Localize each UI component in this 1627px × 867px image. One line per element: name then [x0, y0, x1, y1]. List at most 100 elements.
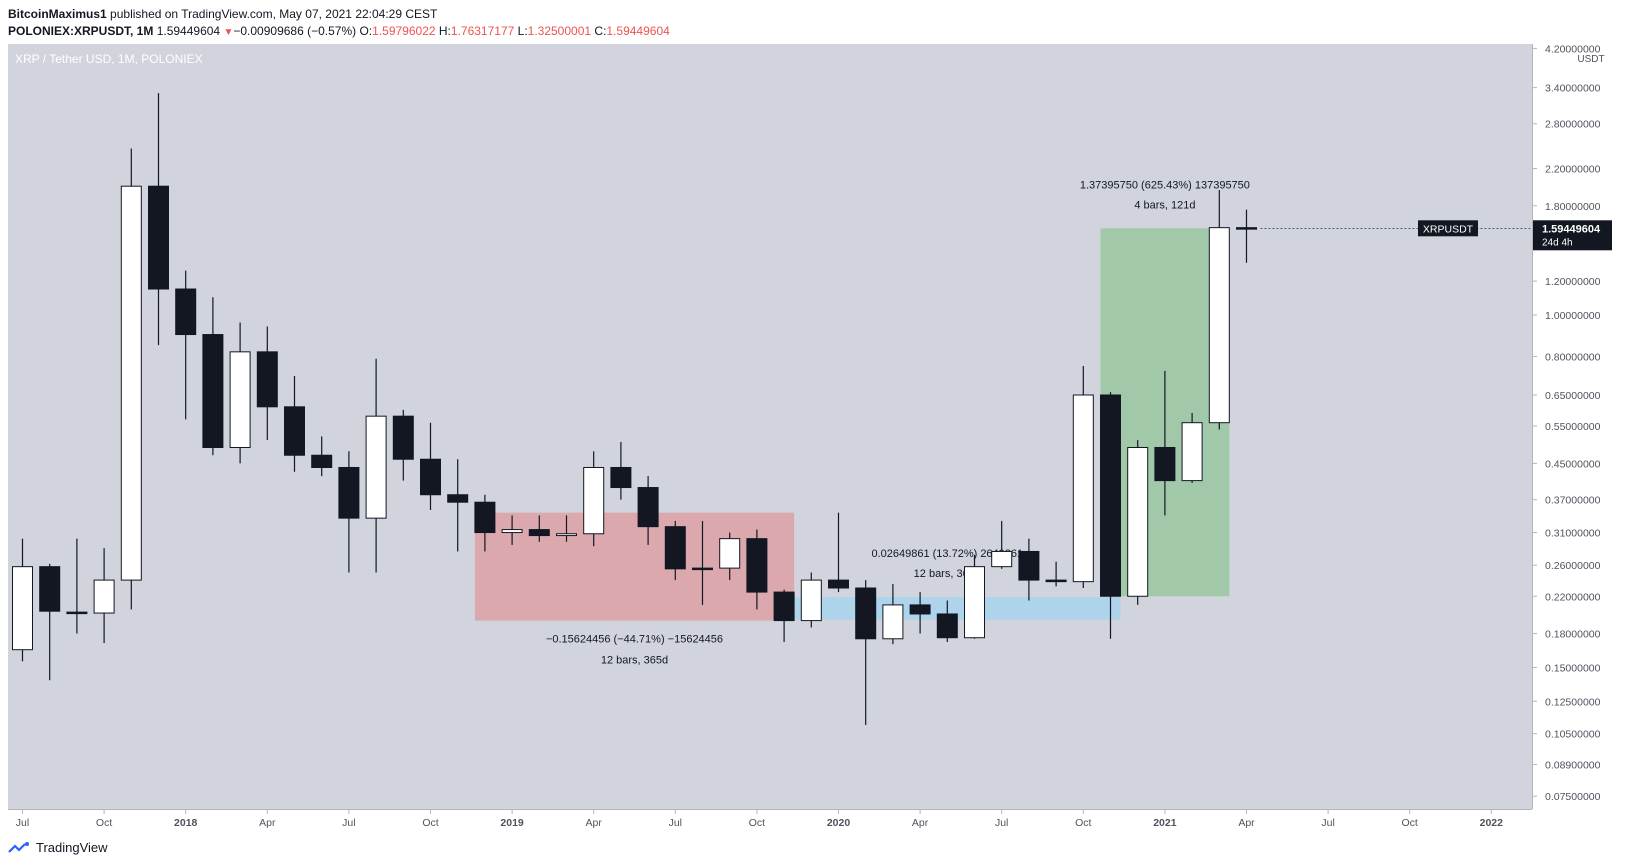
candle[interactable] [773, 589, 795, 642]
time-tick-label: 2018 [174, 817, 198, 829]
candle[interactable] [664, 520, 686, 581]
candle[interactable] [692, 520, 713, 605]
price-tick-label: 0.07500000 [1545, 791, 1601, 803]
candle[interactable] [338, 451, 360, 573]
candle[interactable] [202, 297, 224, 456]
last-price-tag[interactable] [1533, 220, 1612, 251]
candle[interactable] [1154, 370, 1176, 516]
candle[interactable] [39, 563, 61, 681]
candle[interactable] [882, 584, 904, 645]
candle[interactable] [148, 93, 169, 346]
candle[interactable] [528, 515, 550, 542]
candle[interactable] [447, 459, 469, 552]
candle-body-up [1181, 422, 1203, 482]
candle[interactable] [1045, 561, 1067, 587]
candle[interactable] [964, 554, 985, 639]
tradingview-brand[interactable]: TradingView [36, 840, 108, 855]
candle[interactable] [12, 538, 33, 662]
time-tick-label: Apr [586, 817, 603, 829]
candle[interactable] [229, 322, 251, 464]
candle-body-down [202, 334, 224, 448]
time-tick-label: Oct [96, 817, 112, 829]
publish-header: BitcoinMaximus1 published on TradingView… [8, 6, 437, 22]
candle[interactable] [583, 451, 605, 547]
time-tick-label: Jul [995, 817, 1008, 829]
high-label: H: [438, 24, 451, 38]
candle[interactable] [392, 409, 414, 481]
time-tick-label: 2019 [500, 817, 524, 829]
candle-body-down [936, 613, 958, 639]
symbol-tag-label: XRPUSDT [1423, 223, 1474, 235]
candle-body-up [556, 533, 577, 537]
price-unit-label: USDT [1577, 54, 1604, 65]
candle-body-down [855, 587, 877, 640]
candle[interactable] [175, 270, 197, 420]
measure-box-red[interactable] [474, 512, 795, 621]
time-axis[interactable]: Jul Oct 2018 Apr Jul Oct 2019 Apr Jul Oct 2020 Apr J… [8, 809, 1532, 832]
candle[interactable] [800, 572, 822, 628]
time-tick-label: Oct [422, 817, 438, 829]
candle-body-up [1072, 394, 1094, 583]
price-tick-label: 3.40000000 [1545, 83, 1601, 95]
price-tick-label: 0.65000000 [1545, 390, 1601, 402]
candle[interactable] [284, 376, 305, 472]
time-tick-label: Jul [669, 817, 682, 829]
candle[interactable] [66, 538, 88, 634]
candle[interactable] [501, 515, 523, 545]
price-tick-label: 0.15000000 [1545, 662, 1601, 674]
candle[interactable] [1072, 365, 1094, 589]
open-label: O: [359, 24, 373, 38]
chart-pane[interactable]: XRP / Tether USD, 1M, POLONIEX −0.156244… [0, 44, 1532, 809]
candle[interactable] [1181, 412, 1203, 483]
candle[interactable] [1208, 189, 1230, 430]
candle[interactable] [256, 326, 278, 441]
candle[interactable] [120, 148, 142, 610]
candle-body-down [610, 466, 632, 489]
symbol-tag[interactable] [1418, 220, 1478, 237]
candle-body-down [528, 529, 550, 537]
time-tick-label: 2022 [1480, 817, 1504, 829]
tradingview-logo-icon[interactable] [8, 841, 30, 855]
time-tick-label: Oct [1402, 817, 1418, 829]
price-tick-label: 1.00000000 [1545, 310, 1601, 322]
candle[interactable] [1236, 209, 1257, 263]
candle[interactable] [556, 515, 577, 542]
time-axis-svg[interactable]: Jul Oct 2018 Apr Jul Oct 2019 Apr Jul Oct 2020 Apr J… [8, 810, 1532, 832]
price-tick-label: 4.20000000 [1545, 44, 1601, 55]
candle[interactable] [909, 592, 931, 634]
candle[interactable] [637, 476, 659, 545]
candle[interactable] [311, 436, 333, 477]
candle-body-up [1127, 446, 1149, 597]
price-tick-label: 0.26000000 [1545, 560, 1601, 572]
candle[interactable] [746, 529, 768, 610]
candle[interactable] [991, 520, 1013, 569]
candle[interactable] [719, 532, 741, 581]
time-tick-label: Apr [259, 817, 276, 829]
candle-body-up [583, 466, 605, 535]
candle[interactable] [855, 580, 877, 726]
candle[interactable] [828, 512, 849, 593]
candle-body-up [1208, 227, 1230, 424]
candle[interactable] [474, 494, 496, 552]
candle[interactable] [365, 358, 387, 573]
price-tick-label: 0.12500000 [1545, 696, 1601, 708]
candle[interactable] [936, 600, 958, 642]
price-tick-label: 0.10500000 [1545, 729, 1601, 741]
candle[interactable] [1018, 538, 1040, 601]
candle-body-down [828, 579, 849, 589]
symbol-label[interactable]: POLONIEX:XRPUSDT, 1M [8, 24, 154, 38]
candle[interactable] [1127, 440, 1149, 605]
candle[interactable] [1100, 392, 1121, 639]
candle-body-down [148, 185, 169, 290]
author-name[interactable]: BitcoinMaximus1 [8, 7, 107, 21]
candlestick-chart[interactable]: XRP / Tether USD, 1M, POLONIEX −0.156244… [0, 44, 1532, 809]
candle[interactable] [610, 441, 632, 500]
price-axis[interactable]: USDT 4.20000000 3.40000000 2.80000000 2.2000… [1532, 43, 1627, 809]
time-tick-label: Apr [912, 817, 929, 829]
price-tick-label: 0.18000000 [1545, 629, 1601, 641]
candle-body-up [93, 579, 115, 614]
measure-bars-label-green: 4 bars, 121d [1134, 199, 1195, 211]
candle[interactable] [420, 422, 441, 511]
candle[interactable] [93, 548, 115, 644]
